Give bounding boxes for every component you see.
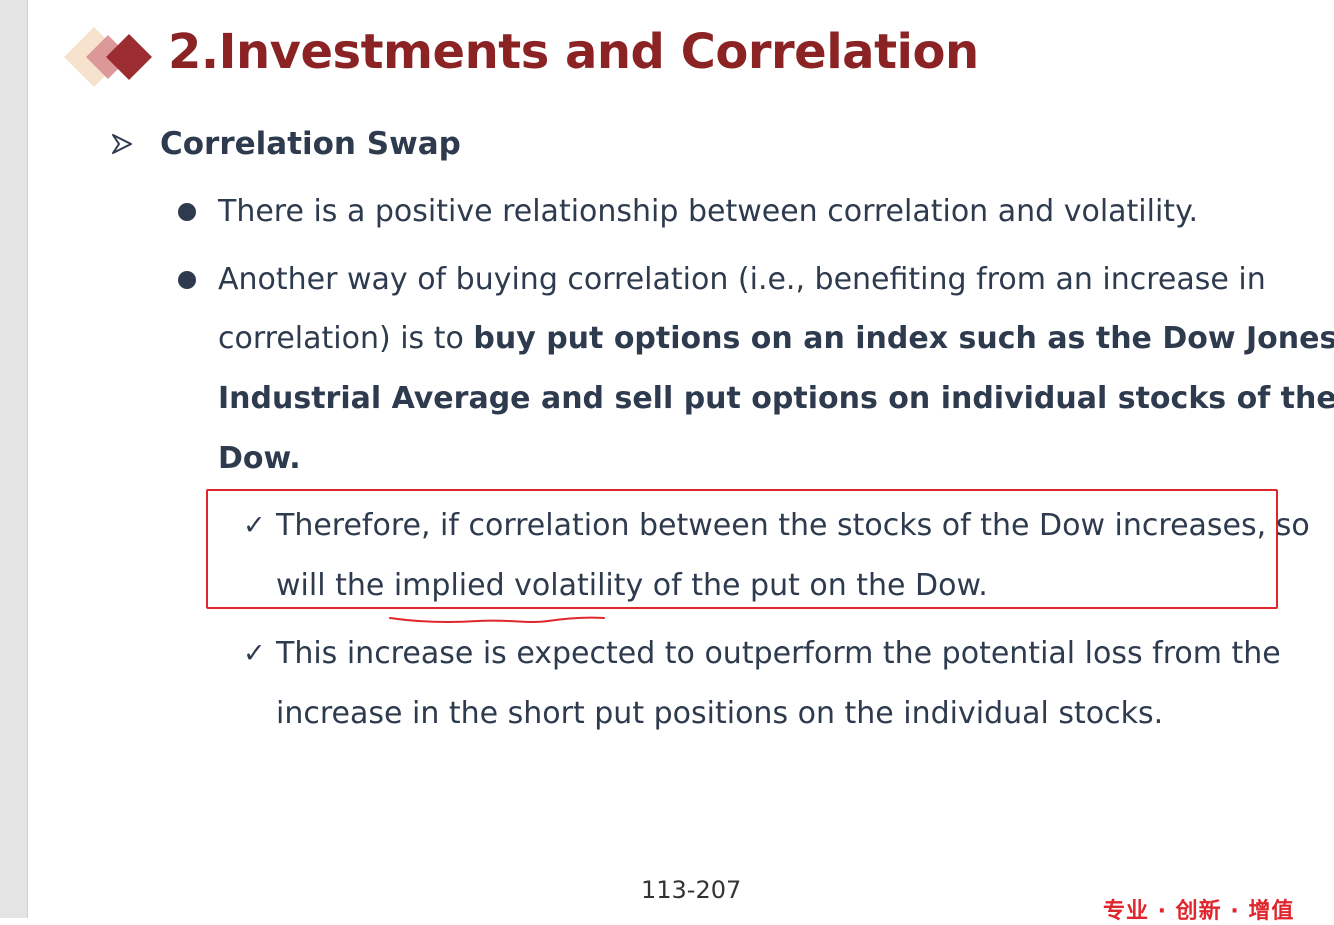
- bullet-2-line-2: correlation) is to buy put options on an…: [218, 319, 1334, 359]
- diamond-logo-icon: [64, 27, 152, 87]
- bullet-2-line-2-bold: buy put options on an index such as the …: [473, 321, 1334, 356]
- bullet-dot: [178, 203, 196, 221]
- bullet-2-line-4: Dow.: [218, 439, 301, 479]
- subpoint-1-line-2: will the implied volatility of the put o…: [276, 568, 988, 603]
- bullet-2-line-1: Another way of buying correlation (i.e.,…: [218, 262, 1266, 297]
- bullet-1-line-1: There is a positive relationship between…: [218, 194, 1199, 229]
- red-annotation-box: [206, 489, 1278, 609]
- subpoint-1-line-1: Therefore, if correlation between the st…: [276, 508, 1310, 543]
- bullet-2-line-4-bold: Dow.: [218, 441, 301, 476]
- red-underline-annotation: [389, 616, 605, 623]
- bullet-2-line-3: Industrial Average and sell put options …: [218, 379, 1334, 419]
- bullet-2-line-2-plain: correlation) is to: [218, 321, 474, 356]
- arrowhead-icon: [112, 134, 132, 154]
- left-sidebar-strip: [0, 0, 28, 918]
- section-heading: Correlation Swap: [110, 124, 461, 164]
- bullet-2-line-3-bold: Industrial Average and sell put options …: [218, 381, 1334, 416]
- footer-watermark: 专业 · 创新 · 增值: [1103, 899, 1295, 924]
- check-mark-icon: ✓: [243, 638, 266, 669]
- check-mark-icon: ✓: [243, 510, 266, 541]
- slide-title: 2.Investments and Correlation: [168, 24, 979, 80]
- bullet-dot: [178, 271, 196, 289]
- page-number: 113-207: [641, 876, 742, 904]
- subpoint-2-line-2: increase in the short put positions on t…: [276, 696, 1164, 731]
- section-label: Correlation Swap: [160, 126, 461, 162]
- subpoint-2-line-1: This increase is expected to outperform …: [276, 636, 1281, 671]
